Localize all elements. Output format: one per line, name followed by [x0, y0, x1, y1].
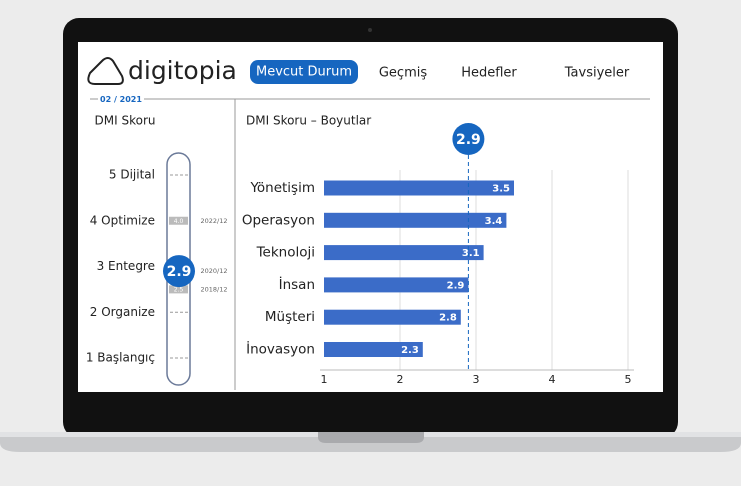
- bar: [324, 342, 423, 357]
- bar: [324, 245, 484, 261]
- marker-date: 2022/12: [200, 217, 227, 225]
- bar-value-label: 3.4: [485, 216, 503, 227]
- logo-icon: [87, 57, 124, 85]
- score-value: 2.9: [167, 264, 192, 280]
- marker: [169, 216, 188, 225]
- level-label: 3 Entegre: [97, 259, 155, 273]
- bar-value-label: 2.8: [439, 313, 457, 324]
- level-label: 4 Optimize: [90, 213, 155, 227]
- marker-date: 2018/12: [200, 285, 227, 293]
- nav-item[interactable]: Hedefler: [461, 66, 517, 81]
- bar: [324, 180, 514, 196]
- x-tick-label: 4: [549, 373, 556, 386]
- bar-value-label: 2.3: [401, 345, 419, 356]
- period: 02 / 2021: [100, 95, 142, 104]
- logo: digitopia: [128, 56, 237, 85]
- level-label: 5 Dijital: [109, 168, 155, 182]
- chart-title: DMI Skoru – Boyutlar: [246, 114, 371, 128]
- nav-item[interactable]: Geçmiş: [379, 66, 427, 81]
- level-label: 2 Organize: [90, 305, 155, 319]
- category-label: Müşteri: [265, 309, 315, 325]
- reference-badge: [452, 123, 485, 155]
- category-label: Yönetişim: [249, 180, 315, 196]
- nav-item[interactable]: Tavsiyeler: [564, 66, 630, 81]
- nav-active-bg[interactable]: [250, 60, 358, 84]
- x-tick-label: 2: [397, 373, 404, 386]
- camera: [368, 28, 372, 32]
- panel-title: DMI Skoru: [95, 114, 156, 128]
- category-label: İnovasyon: [246, 340, 315, 358]
- marker: [169, 285, 188, 294]
- bar: [324, 309, 461, 325]
- category-label: Teknoloji: [256, 245, 315, 261]
- nav-item[interactable]: Mevcut Durum: [256, 65, 352, 80]
- marker-label: 4.0: [174, 218, 184, 225]
- period-bg: [98, 93, 144, 105]
- score-date: 2020/12: [200, 267, 227, 275]
- laptop-notch: [318, 432, 424, 443]
- bar-value-label: 2.9: [447, 280, 465, 291]
- bar: [324, 277, 469, 293]
- x-tick-label: 3: [473, 373, 480, 386]
- x-tick-label: 5: [625, 373, 632, 386]
- bar-value-label: 3.1: [462, 248, 480, 259]
- category-label: Operasyon: [242, 212, 315, 228]
- bar-value-label: 3.5: [492, 184, 510, 195]
- score-badge: [163, 255, 195, 288]
- marker-label: 2.5: [174, 286, 184, 293]
- x-tick-label: 1: [321, 373, 328, 386]
- category-label: İnsan: [279, 275, 315, 293]
- reference-label: 2.9: [456, 132, 481, 148]
- bar: [324, 212, 507, 228]
- level-label: 1 Başlangıç: [86, 351, 155, 365]
